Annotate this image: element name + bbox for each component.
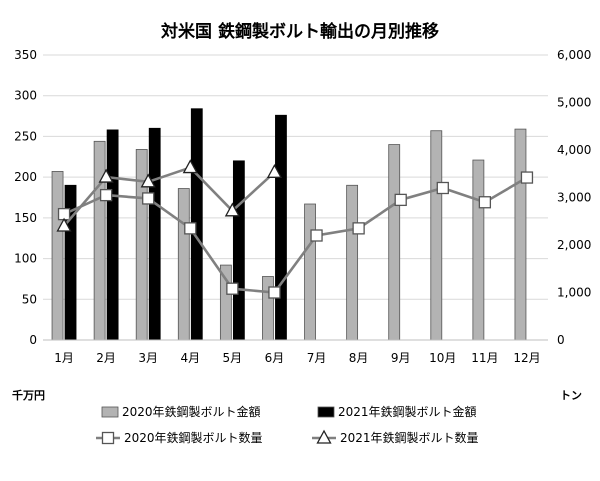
x-tick-label: 11月 [471, 351, 498, 365]
grid-layer [43, 54, 548, 300]
line-series-2 [63, 166, 276, 227]
marker-1-8 [352, 222, 365, 235]
bar-1-6 [262, 276, 274, 341]
right-tick-label: 4,000 [557, 143, 591, 157]
bar-1-8 [346, 184, 359, 341]
labels-layer: 0 50 100 150 200 250 300 350 0 1,000 2,000 3,000 4,0… [14, 48, 591, 365]
bar-2-3 [148, 127, 161, 341]
right-tick-label: 5,000 [557, 96, 591, 110]
bar-2-2 [106, 129, 119, 341]
bar-2-6 [275, 114, 287, 341]
right-tick-label: 3,000 [557, 191, 591, 205]
marker-1-7 [310, 229, 323, 242]
x-tick-label: 7月 [307, 351, 327, 365]
marker-1-9 [394, 193, 407, 207]
bar-1-1 [51, 171, 64, 341]
right-tick-label: 2,000 [557, 238, 591, 252]
marker-1-6 [268, 286, 281, 299]
marker-2-3 [140, 173, 156, 188]
bar-2-5 [232, 160, 245, 341]
bar-1-10 [430, 130, 443, 341]
bar-1-4 [177, 188, 190, 341]
x-tick-label: 1月 [54, 351, 74, 365]
marker-1-5 [226, 282, 239, 295]
x-tick-label: 12月 [513, 351, 540, 365]
left-tick-label: 100 [14, 252, 37, 266]
right-axis-unit: トン [560, 389, 582, 402]
right-tick-label: 1,000 [557, 286, 591, 300]
x-tick-label: 3月 [138, 351, 158, 365]
bar-1-12 [514, 128, 527, 341]
x-tick-label: 5月 [223, 351, 243, 365]
left-tick-label: 300 [14, 89, 37, 103]
left-tick-label: 250 [14, 129, 37, 143]
chart-title: 対米国 鉄鋼製ボルト輸出の月別推移 [160, 21, 439, 42]
marker-2-1 [56, 217, 72, 232]
lines-layer [56, 159, 534, 299]
bar-1-11 [472, 159, 485, 341]
legend-label-4: 2021年鉄鋼製ボルト数量 [340, 430, 479, 445]
bar-1-3 [135, 149, 148, 341]
right-tick-label: 0 [557, 333, 565, 347]
left-tick-label: 50 [22, 292, 37, 306]
marker-2-6 [266, 163, 283, 178]
marker-2-4 [182, 159, 198, 174]
line-series-1 [63, 176, 528, 294]
marker-1-2 [99, 188, 113, 202]
legend-marker-3 [101, 431, 115, 445]
right-tick-label: 6,000 [557, 48, 591, 62]
bar-1-9 [388, 144, 401, 341]
legend-swatch-2 [317, 406, 335, 418]
bar-1-5 [219, 264, 232, 341]
bars-layer [51, 108, 527, 341]
legend-swatch-1 [101, 406, 119, 418]
x-tick-label: 4月 [180, 351, 200, 365]
legend-marker-4 [316, 429, 332, 444]
left-tick-label: 0 [29, 333, 37, 347]
marker-1-4 [184, 222, 197, 235]
left-tick-label: 200 [14, 170, 37, 184]
x-tick-label: 6月 [265, 351, 285, 365]
left-tick-label: 350 [14, 48, 37, 62]
x-tick-label: 2月 [96, 351, 116, 365]
marker-2-5 [224, 202, 240, 217]
legend-label-3: 2020年鉄鋼製ボルト数量 [124, 430, 263, 445]
legend-label-2: 2021年鉄鋼製ボルト金額 [338, 404, 477, 419]
x-tick-label: 9月 [391, 351, 411, 365]
x-tick-label: 8月 [349, 351, 369, 365]
legend: 2020年鉄鋼製ボルト金額 2021年鉄鋼製ボルト金額 2020年鉄鋼製ボルト数量 2… [96, 404, 479, 445]
legend-label-1: 2020年鉄鋼製ボルト金額 [122, 404, 261, 419]
marker-2-2 [98, 168, 114, 183]
left-tick-label: 150 [14, 211, 37, 225]
marker-1-10 [436, 181, 449, 195]
bar-1-7 [304, 203, 316, 341]
bar-1-2 [93, 140, 106, 341]
marker-1-3 [142, 192, 155, 205]
x-tick-label: 10月 [429, 351, 456, 365]
marker-1-11 [478, 196, 492, 209]
marker-1-12 [520, 171, 534, 184]
left-axis-unit: 千万円 [12, 388, 45, 402]
